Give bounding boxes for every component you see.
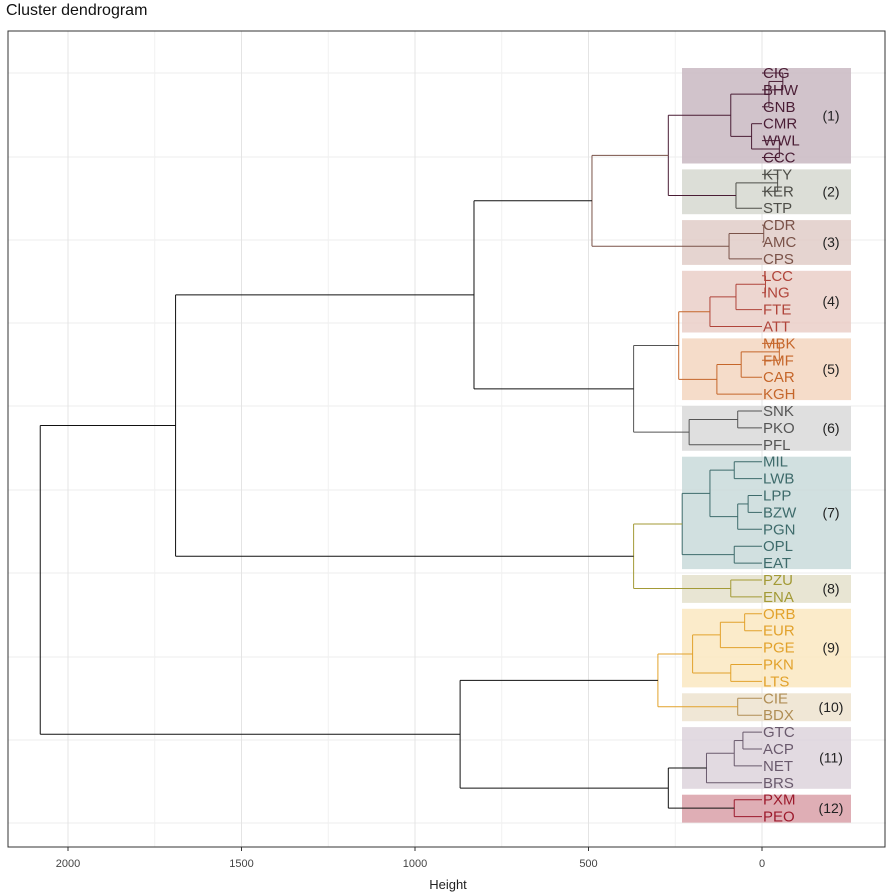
chart-title: Cluster dendrogram (6, 2, 148, 19)
leaf-label: CMR (763, 116, 797, 133)
leaf-label: PGN (763, 521, 796, 538)
leaf-label: SNK (763, 403, 794, 420)
leaf-label: PXM (763, 792, 796, 809)
leaf-label: PGE (763, 640, 795, 657)
leaf-label: KER (763, 183, 794, 200)
leaf-label: PEO (763, 809, 795, 826)
leaf-label: CIE (763, 690, 788, 707)
leaf-label: MIL (763, 454, 788, 471)
leaf-label: LCC (763, 268, 793, 285)
cluster-label: (4) (822, 293, 839, 309)
x-tick-label: 0 (759, 858, 765, 870)
leaf-label: MBK (763, 335, 796, 352)
leaf-label: CAR (763, 369, 795, 386)
cluster-label: (11) (819, 749, 843, 765)
leaf-label: KGH (763, 386, 796, 403)
leaf-label: CDR (763, 217, 796, 234)
leaf-label: FMF (763, 352, 794, 369)
leaf-label: OPL (763, 538, 793, 555)
leaf-label: PKN (763, 657, 794, 674)
x-tick-label: 500 (579, 858, 597, 870)
x-axis-label: Height (429, 877, 467, 892)
leaf-label: GTC (763, 724, 795, 741)
cluster-label: (1) (822, 107, 839, 123)
leaf-label: AMC (763, 234, 797, 251)
cluster-label: (6) (822, 420, 839, 436)
leaf-label: FTE (763, 302, 791, 319)
x-tick-label: 2000 (56, 858, 80, 870)
leaf-label: ATT (763, 319, 790, 336)
leaf-label: WWL (763, 133, 800, 150)
leaf-label: PKO (763, 420, 795, 437)
cluster-label: (3) (822, 234, 839, 250)
leaf-label: ACP (763, 741, 794, 758)
x-tick-label: 1500 (229, 858, 253, 870)
cluster-box (682, 338, 851, 401)
cluster-box (682, 220, 851, 265)
cluster-label: (9) (822, 640, 839, 656)
x-tick-label: 1000 (403, 858, 427, 870)
leaf-label: BZW (763, 504, 797, 521)
leaf-label: BDX (763, 707, 794, 724)
plot-border (7, 30, 886, 848)
leaf-label: LWB (763, 471, 794, 488)
cluster-box (682, 727, 851, 789)
cluster-label: (2) (822, 183, 839, 199)
leaf-label: CCC (763, 150, 796, 167)
leaf-label: ORB (763, 606, 796, 623)
leaf-label: KTY (763, 166, 792, 183)
leaf-label: PFL (763, 437, 791, 454)
cluster-label: (8) (822, 580, 839, 596)
leaf-label: EAT (763, 555, 791, 572)
cluster-label: (5) (822, 361, 839, 377)
leaf-label: CIG (763, 65, 790, 82)
leaf-label: NET (763, 758, 793, 775)
leaf-label: LPP (763, 488, 791, 505)
leaf-label: ING (763, 285, 790, 302)
leaf-label: GNB (763, 99, 796, 116)
leaf-label: ENA (763, 589, 794, 606)
leaf-label: BHW (763, 82, 799, 99)
leaf-label: CPS (763, 251, 794, 268)
leaf-label: STP (763, 200, 792, 217)
cluster-label: (7) (822, 504, 839, 520)
cluster-box (682, 406, 851, 451)
leaf-label: BRS (763, 775, 794, 792)
cluster-box (682, 608, 851, 688)
leaf-label: PZU (763, 572, 793, 589)
leaf-label: LTS (763, 673, 789, 690)
cluster-label: (12) (819, 800, 844, 816)
cluster-label: (10) (819, 699, 844, 715)
leaf-label: EUR (763, 623, 795, 640)
